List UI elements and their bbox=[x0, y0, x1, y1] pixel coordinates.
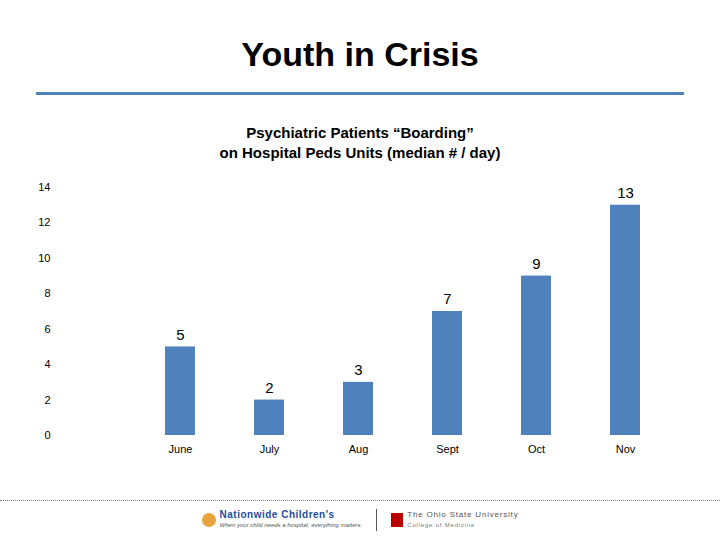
html-text:Nationwide Children's: Nationwide Children's bbox=[219, 509, 335, 520]
html-text:The Ohio State University: The Ohio State University bbox=[407, 510, 519, 519]
svg-text:2: 2 bbox=[265, 379, 273, 396]
html-text:When your child needs a hospit: When your child needs a hospital, everyt… bbox=[219, 522, 363, 528]
svg-text:Nov: Nov bbox=[616, 443, 636, 455]
svg-text:13: 13 bbox=[617, 184, 634, 201]
svg-text:9: 9 bbox=[532, 255, 540, 272]
svg-text:5: 5 bbox=[176, 326, 184, 343]
html-text:Psychiatric Patients “Boarding: Psychiatric Patients “Boarding” on Hospi… bbox=[219, 124, 501, 161]
svg-text:7: 7 bbox=[443, 290, 451, 307]
svg-text:4: 4 bbox=[44, 358, 50, 370]
svg-text:0: 0 bbox=[44, 429, 50, 441]
svg-text:June: June bbox=[169, 443, 193, 455]
html-text:College of Medicine: College of Medicine bbox=[407, 522, 476, 528]
html-text:Youth in Crisis: Youth in Crisis bbox=[241, 35, 479, 73]
svg-text:6: 6 bbox=[44, 323, 50, 335]
svg-text:14: 14 bbox=[38, 181, 50, 193]
svg-text:2: 2 bbox=[44, 394, 50, 406]
svg-text:July: July bbox=[260, 443, 280, 455]
svg-text:Oct: Oct bbox=[528, 443, 545, 455]
svg-text:12: 12 bbox=[38, 216, 50, 228]
svg-text:Aug: Aug bbox=[349, 443, 369, 455]
svg-text:8: 8 bbox=[44, 287, 50, 299]
svg-text:Sept: Sept bbox=[436, 443, 459, 455]
svg-text:3: 3 bbox=[354, 361, 362, 378]
svg-text:10: 10 bbox=[38, 252, 50, 264]
